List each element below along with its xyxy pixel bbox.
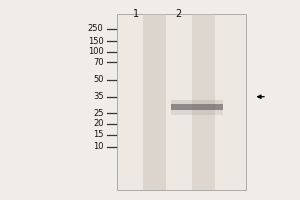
Bar (117, 14, 246, 190)
Text: 250: 250 (88, 24, 103, 33)
Text: 10: 10 (93, 142, 104, 151)
Bar (171, 100, 223, 104)
Bar (171, 110, 223, 115)
Text: 70: 70 (93, 58, 104, 67)
Text: 1: 1 (134, 9, 140, 19)
Text: 100: 100 (88, 47, 103, 56)
Text: 2: 2 (176, 9, 182, 19)
Text: 35: 35 (93, 92, 104, 101)
Text: 25: 25 (93, 109, 104, 118)
Text: 50: 50 (93, 75, 104, 84)
Bar (192, 14, 215, 190)
Text: 20: 20 (93, 119, 104, 129)
Bar (171, 104, 223, 110)
Text: 15: 15 (93, 130, 104, 139)
Bar (143, 14, 166, 190)
Text: 150: 150 (88, 37, 103, 46)
